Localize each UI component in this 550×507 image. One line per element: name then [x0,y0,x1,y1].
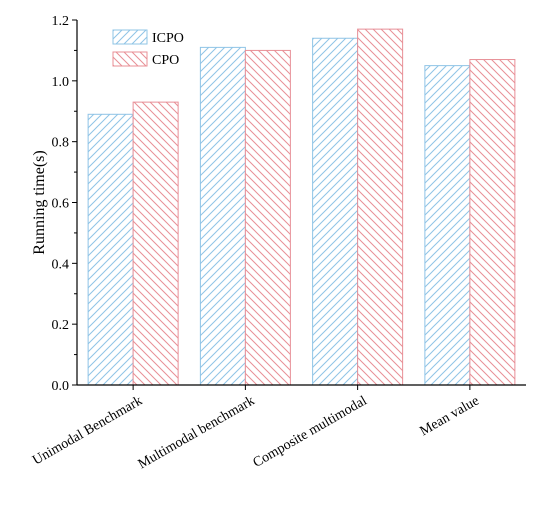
y-tick-label: 0.0 [52,379,70,394]
y-tick-label: 0.2 [52,318,70,333]
y-tick-label: 0.6 [52,197,70,212]
y-axis-title: Running time(s) [31,150,48,254]
bars-layer [87,28,516,386]
bar-cpo-1 [244,49,291,386]
bar-icpo-1 [199,46,246,386]
legend-swatch-cpo [112,51,148,67]
bar-cpo-2 [357,28,404,386]
y-tick-label: 1.0 [52,75,70,90]
legend: ICPO CPO [112,29,184,68]
bar-icpo-0 [87,113,134,386]
bar-cpo-0 [132,101,179,386]
legend-swatch-icpo [112,29,148,45]
x-category-label: Mean value [417,393,481,439]
bar-icpo-3 [424,65,471,386]
legend-label-cpo: CPO [152,53,179,68]
y-tick-label: 0.8 [52,136,70,151]
x-category-label: Unimodal Benchmark [30,393,145,468]
legend-label-icpo: ICPO [152,31,184,46]
bar-cpo-3 [469,59,516,386]
x-category-label: Composite multimodal [251,393,370,470]
bar-icpo-2 [312,37,359,386]
x-category-label: Multimodal benchmark [136,393,258,472]
y-tick-label: 1.2 [52,14,70,29]
y-tick-label: 0.4 [52,257,70,272]
